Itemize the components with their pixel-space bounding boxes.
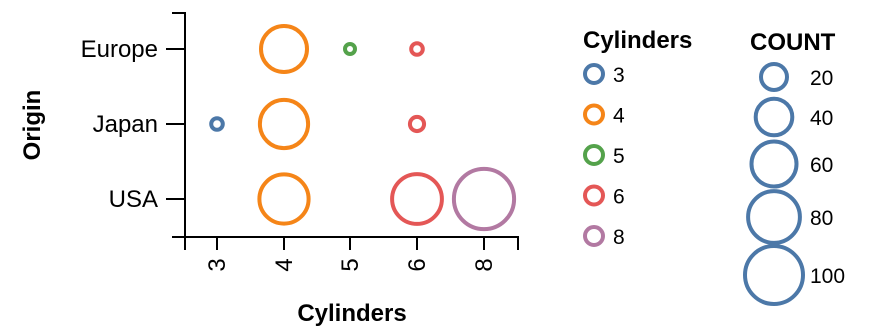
color-legend-label: 5 <box>613 145 625 168</box>
x-tick-label: 6 <box>404 258 431 271</box>
x-tick-label: 5 <box>337 258 364 271</box>
color-legend-swatch <box>583 103 605 126</box>
x-tick-label: 3 <box>204 258 231 271</box>
data-point <box>407 114 427 134</box>
color-legend: Cylinders 3 4 5 6 8 <box>583 27 692 249</box>
x-tick-label: 4 <box>271 258 298 271</box>
data-point <box>209 116 225 132</box>
y-tick-label: Europe <box>81 36 158 63</box>
size-legend-symbol <box>749 139 799 189</box>
color-legend-title: Cylinders <box>583 27 692 54</box>
y-tick-label: USA <box>109 186 158 213</box>
color-legend-swatch <box>583 144 605 166</box>
color-legend-swatch <box>583 63 605 85</box>
size-legend-symbol <box>746 189 802 245</box>
size-legend-symbol <box>753 96 795 138</box>
size-legend-label: 80 <box>810 207 833 230</box>
color-legend-label: 8 <box>613 226 625 249</box>
data-point <box>409 41 425 57</box>
color-legend-swatch <box>583 225 605 247</box>
size-legend-label: 20 <box>810 67 833 90</box>
size-legend-title: COUNT <box>750 29 836 56</box>
color-legend-label: 4 <box>613 105 625 128</box>
size-legend: COUNT 20 40 60 80 100 <box>743 29 845 306</box>
data-point <box>257 172 311 226</box>
data-point <box>451 166 517 232</box>
y-axis-title: Origin <box>19 90 46 161</box>
color-legend-label: 3 <box>613 64 625 87</box>
size-legend-symbol <box>759 62 789 92</box>
plot-area <box>209 24 517 232</box>
x-tick-label: 8 <box>471 258 498 271</box>
x-axis-line <box>184 236 519 250</box>
color-legend-label: 6 <box>613 186 625 209</box>
y-tick-label: Japan <box>93 111 158 138</box>
size-legend-label: 100 <box>810 265 845 288</box>
data-point <box>390 172 444 226</box>
axes: Europe Japan USA 3 4 5 6 8 <box>81 12 519 272</box>
data-point <box>257 97 311 151</box>
size-legend-label: 40 <box>810 107 833 130</box>
data-point <box>343 42 357 56</box>
data-point <box>259 24 309 74</box>
size-legend-label: 60 <box>810 154 833 177</box>
color-legend-swatch <box>583 184 605 207</box>
size-legend-symbol <box>743 244 805 306</box>
x-axis-title: Cylinders <box>297 300 406 327</box>
